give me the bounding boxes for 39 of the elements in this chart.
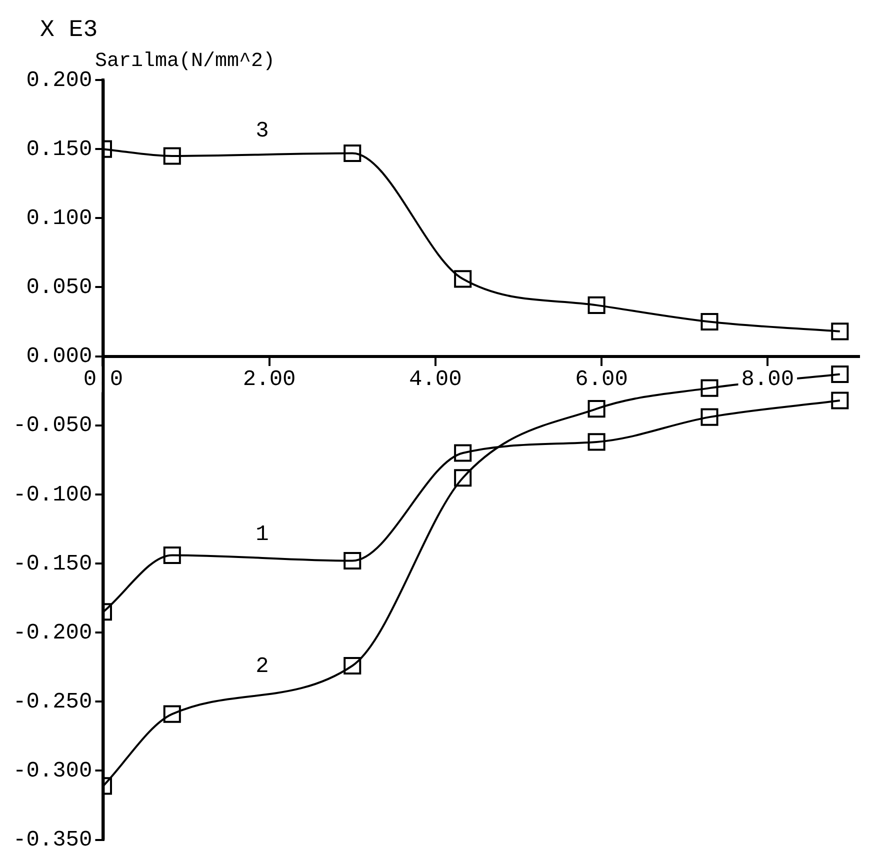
point xyxy=(588,400,606,418)
point xyxy=(700,312,718,331)
series-label: 3 xyxy=(256,118,269,144)
point xyxy=(700,379,718,397)
y-tick-label: 0.050 xyxy=(26,275,92,300)
point xyxy=(588,296,606,314)
point xyxy=(831,322,849,340)
series-label: 1 xyxy=(256,522,269,547)
x-tick-label: 8.00 xyxy=(741,367,794,392)
text: X E3 xyxy=(40,17,98,44)
point xyxy=(163,147,181,165)
point xyxy=(831,365,849,384)
y-tick-label: -0.250 xyxy=(12,689,92,714)
point xyxy=(163,546,181,564)
y-axis-title: Sarılma(N/mm^2) xyxy=(95,50,276,73)
point xyxy=(700,408,718,426)
point xyxy=(454,444,472,462)
point xyxy=(344,552,362,570)
y-tick-label: 0.100 xyxy=(26,206,92,231)
y-tick-label: -0.200 xyxy=(12,620,92,646)
point xyxy=(344,656,362,675)
y-tick-label: 0.000 xyxy=(26,344,92,370)
y-tick-label: -0.350 xyxy=(12,828,92,853)
x-tick-label: 4.00 xyxy=(409,367,462,392)
y-tick-label: 0.200 xyxy=(26,68,92,93)
y-tick-label: -0.100 xyxy=(12,482,92,508)
point xyxy=(454,270,472,288)
point xyxy=(163,705,181,723)
point xyxy=(831,392,849,410)
point xyxy=(344,144,362,162)
x-tick-label: 6.00 xyxy=(575,367,628,392)
series-label: 2 xyxy=(256,654,269,679)
point xyxy=(454,469,472,487)
y-tick-label: -0.150 xyxy=(12,551,92,576)
y-tick-label: -0.050 xyxy=(12,413,92,438)
point xyxy=(588,433,606,451)
y-tick-label: -0.300 xyxy=(12,758,92,784)
x-tick-label: 2.00 xyxy=(242,367,296,392)
y-tick-label: 0.150 xyxy=(26,136,92,162)
